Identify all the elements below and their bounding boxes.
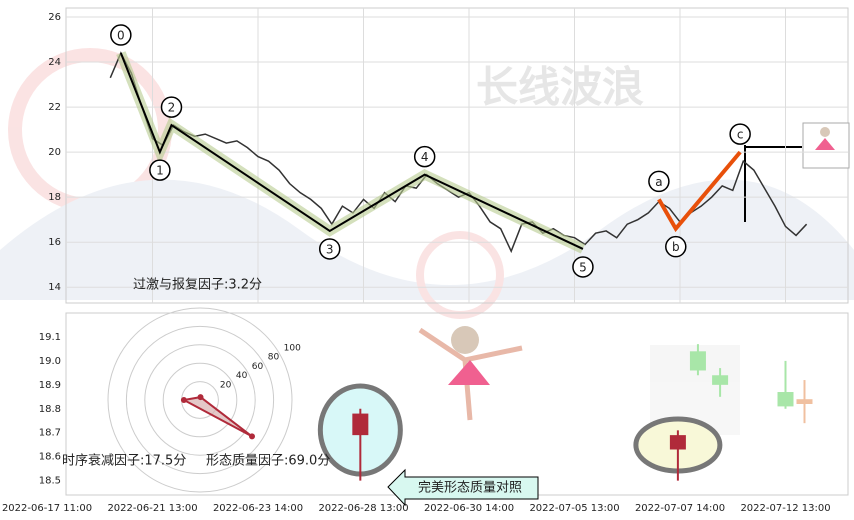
- candle-body: [352, 413, 369, 436]
- wave-marker: [110, 24, 132, 46]
- y-tick-label: 18.8: [39, 404, 61, 415]
- x-tick-label: 2022-07-12 13:00: [740, 503, 830, 514]
- x-tick-label: 2022-07-05 13:00: [529, 503, 619, 514]
- wave-marker: [572, 256, 594, 278]
- y-tick-label: 22: [48, 102, 61, 113]
- candle-body: [689, 351, 706, 371]
- radar-axis-label: 过激与报复因子:3.2分: [133, 278, 262, 293]
- wave-marker: [665, 235, 687, 258]
- y-tick-label: 19.1: [39, 332, 61, 343]
- candle-body: [669, 435, 686, 450]
- wave-label: 4: [421, 150, 429, 164]
- callout-text: 完美形态质量对照: [418, 481, 522, 496]
- radar-ring: [162, 362, 238, 438]
- radar-ring: [107, 307, 293, 493]
- wave-label: a: [655, 175, 662, 189]
- dancer: [418, 326, 523, 421]
- y-tick-label: 20: [48, 147, 61, 158]
- y-tick-label: 18: [48, 192, 61, 203]
- wave-marker: [413, 145, 436, 168]
- radar-ring: [144, 344, 256, 456]
- wave-line: [119, 52, 584, 250]
- candle-body: [712, 375, 729, 385]
- wave-label: 1: [156, 164, 164, 178]
- y-tick-label: 26: [48, 12, 61, 23]
- radar-axis-label: 形态质量因子:69.0分: [206, 454, 330, 469]
- wave-label: 0: [117, 29, 125, 43]
- radar-point: [248, 433, 255, 440]
- wave-marker: [648, 170, 670, 193]
- radar-axis-label: 时序衰减因子:17.5分: [62, 453, 186, 469]
- y-tick-label: 19.0: [39, 356, 61, 367]
- y-tick-label: 18.7: [39, 428, 61, 439]
- y-tick-label: 18.9: [39, 380, 61, 391]
- radar-area: [180, 396, 253, 438]
- wave-label: 3: [326, 242, 334, 256]
- x-tick-label: 2022-07-07 14:00: [635, 503, 725, 514]
- y-tick-label: 16: [48, 237, 61, 248]
- x-tick-label: 2022-06-28 13:00: [318, 503, 408, 514]
- wave-label: b: [672, 240, 680, 254]
- radar-point: [197, 394, 204, 401]
- x-tick-label: 2022-06-17 11:00: [2, 503, 92, 514]
- wave-label: 5: [579, 260, 587, 274]
- candle-body: [796, 399, 813, 404]
- x-tick-label: 2022-06-21 13:00: [107, 503, 197, 514]
- wave-marker: [149, 159, 171, 181]
- watermark: 长线波浪: [476, 63, 644, 112]
- wave-line: [657, 150, 742, 233]
- wave-marker: [729, 123, 751, 145]
- y-tick-label: 14: [48, 282, 61, 293]
- y-tick-label: 18.5: [39, 476, 61, 487]
- radar-point: [180, 397, 187, 403]
- sticker: [802, 122, 850, 169]
- wave-label: c: [737, 128, 744, 142]
- radar-tick-label: 40: [236, 371, 248, 381]
- radar-tick-label: 60: [252, 362, 264, 372]
- radar-tick-label: 20: [220, 380, 232, 390]
- y-tick-label: 18.6: [39, 452, 61, 463]
- wave-label: 2: [168, 101, 176, 115]
- candle-body: [777, 392, 794, 407]
- radar-ring: [125, 325, 275, 475]
- y-tick-label: 24: [48, 57, 61, 68]
- wave-marker: [318, 238, 341, 260]
- x-tick-label: 2022-06-23 14:00: [213, 503, 303, 514]
- radar-tick-label: 80: [268, 353, 280, 363]
- wave-marker: [160, 96, 183, 118]
- callout: 完美形态质量对照: [387, 468, 539, 507]
- radar-tick-label: 100: [284, 344, 301, 354]
- x-tick-label: 2022-06-30 14:00: [424, 503, 514, 514]
